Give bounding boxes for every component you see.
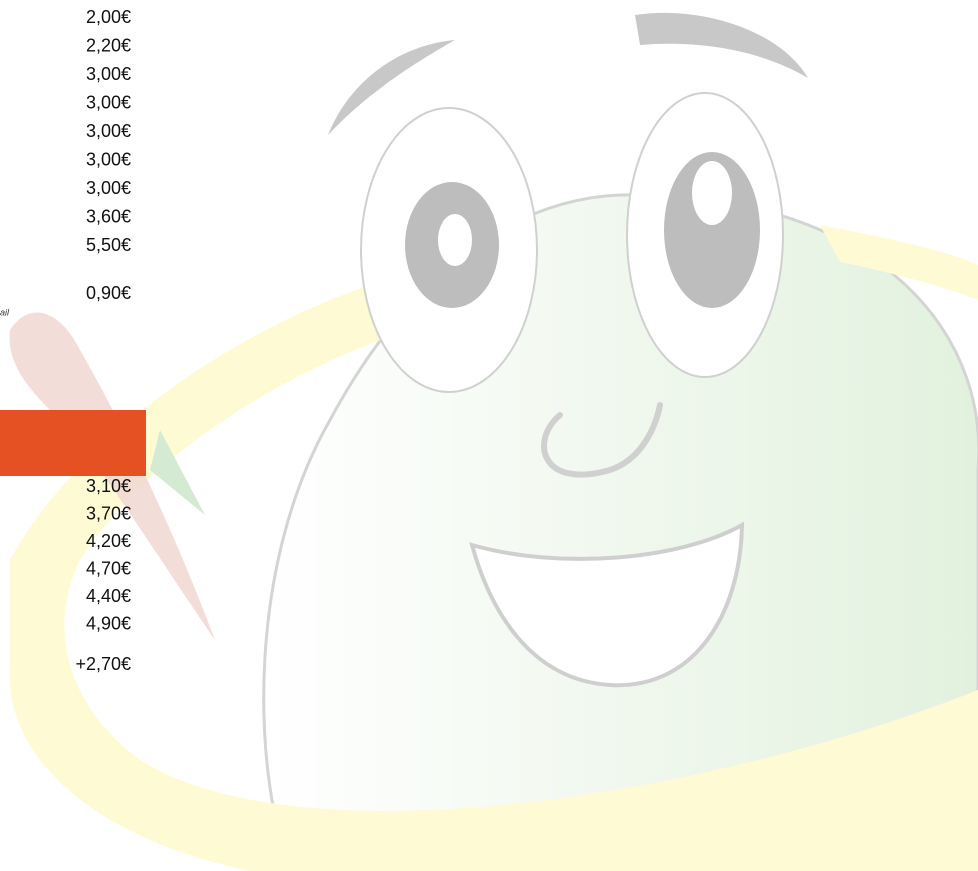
text-fragment: ail — [0, 307, 10, 317]
price: 2,00€ — [86, 7, 131, 27]
price: 2,20€ — [86, 35, 131, 55]
price: 4,70€ — [86, 558, 131, 578]
price: 3,10€ — [86, 476, 131, 496]
page: ail 0,90€ +2,70€ 2,00€ 2,20€ 3,00€ 3,00€ 3,0… — [0, 0, 978, 871]
price: 3,00€ — [86, 92, 131, 112]
price: 3,00€ — [86, 149, 131, 169]
price: 3,60€ — [86, 206, 131, 226]
price: 5,50€ — [86, 235, 131, 255]
price-list: ail 0,90€ +2,70€ 2,00€ 2,20€ 3,00€ 3,00€ 3,0… — [0, 0, 978, 871]
price: 0,90€ — [86, 283, 131, 303]
price: 3,70€ — [86, 503, 131, 523]
price: 3,00€ — [86, 64, 131, 84]
price: 3,00€ — [86, 178, 131, 198]
price: 4,90€ — [86, 613, 131, 633]
price: 4,20€ — [86, 531, 131, 551]
price: 4,40€ — [86, 586, 131, 606]
price: +2,70€ — [75, 654, 131, 674]
price: 3,00€ — [86, 121, 131, 141]
